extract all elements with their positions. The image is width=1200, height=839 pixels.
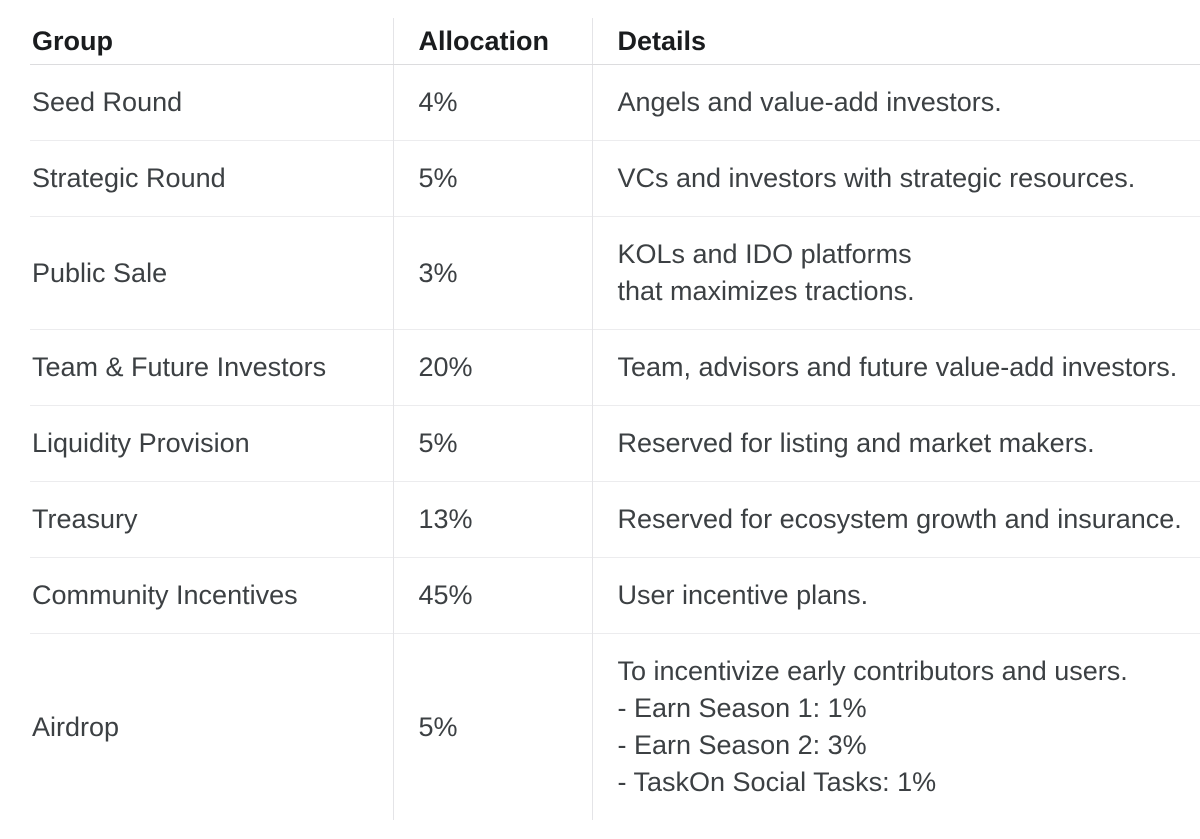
allocation-table: Group Allocation Details Seed Round 4% A…: [30, 18, 1200, 820]
details-line: that maximizes tractions.: [617, 276, 915, 306]
table-row: Team & Future Investors 20% Team, adviso…: [30, 329, 1200, 406]
table-row: Liquidity Provision 5% Reserved for list…: [30, 405, 1200, 482]
group-cell: Team & Future Investors: [30, 329, 393, 406]
details-cell: User incentive plans.: [591, 557, 1200, 634]
allocation-cell: 5%: [392, 140, 592, 217]
allocation-cell: 3%: [392, 216, 592, 330]
table-row: Seed Round 4% Angels and value-add inves…: [30, 64, 1200, 141]
table-header: Group Allocation Details: [30, 18, 1200, 65]
allocation-cell: 13%: [392, 481, 592, 558]
details-line: KOLs and IDO platforms: [617, 239, 912, 269]
group-cell: Liquidity Provision: [30, 405, 393, 482]
details-cell: Team, advisors and future value-add inve…: [591, 329, 1200, 406]
allocation-cell: 5%: [392, 633, 592, 820]
table-row: Strategic Round 5% VCs and investors wit…: [30, 140, 1200, 217]
details-line: - TaskOn Social Tasks: 1%: [617, 767, 937, 797]
details-cell: KOLs and IDO platforms that maximizes tra…: [591, 216, 1200, 330]
details-line: Reserved for listing and market makers.: [617, 428, 1095, 458]
details-cell: Reserved for ecosystem growth and insura…: [591, 481, 1200, 558]
details-line: Reserved for ecosystem growth and insura…: [617, 504, 1182, 534]
group-cell: Treasury: [30, 481, 393, 558]
allocation-cell: 45%: [392, 557, 592, 634]
details-line: User incentive plans.: [617, 580, 869, 610]
column-header-details: Details: [591, 18, 1200, 65]
group-cell: Airdrop: [30, 633, 393, 820]
allocation-cell: 5%: [392, 405, 592, 482]
details-line: To incentivize early contributors and us…: [617, 656, 1128, 686]
column-header-allocation: Allocation: [392, 18, 592, 65]
details-line: - Earn Season 2: 3%: [617, 730, 867, 760]
column-header-group: Group: [30, 18, 393, 65]
table-row: Treasury 13% Reserved for ecosystem grow…: [30, 481, 1200, 558]
group-cell: Seed Round: [30, 64, 393, 141]
table-row: Airdrop 5% To incentivize early contribu…: [30, 633, 1200, 820]
details-cell: VCs and investors with strategic resourc…: [591, 140, 1200, 217]
group-cell: Public Sale: [30, 216, 393, 330]
table-row: Public Sale 3% KOLs and IDO platforms tha…: [30, 216, 1200, 330]
details-line: Team, advisors and future value-add inve…: [617, 352, 1178, 382]
allocation-cell: 20%: [392, 329, 592, 406]
table-body: Seed Round 4% Angels and value-add inves…: [30, 64, 1200, 820]
details-line: Angels and value-add investors.: [617, 87, 1002, 117]
details-cell: Reserved for listing and market makers.: [591, 405, 1200, 482]
details-line: VCs and investors with strategic resourc…: [617, 163, 1136, 193]
allocation-cell: 4%: [392, 64, 592, 141]
header-row: Group Allocation Details: [30, 18, 1200, 65]
table-row: Community Incentives 45% User incentive …: [30, 557, 1200, 634]
group-cell: Strategic Round: [30, 140, 393, 217]
details-line: - Earn Season 1: 1%: [617, 693, 867, 723]
details-cell: Angels and value-add investors.: [591, 64, 1200, 141]
group-cell: Community Incentives: [30, 557, 393, 634]
details-cell: To incentivize early contributors and us…: [591, 633, 1200, 820]
